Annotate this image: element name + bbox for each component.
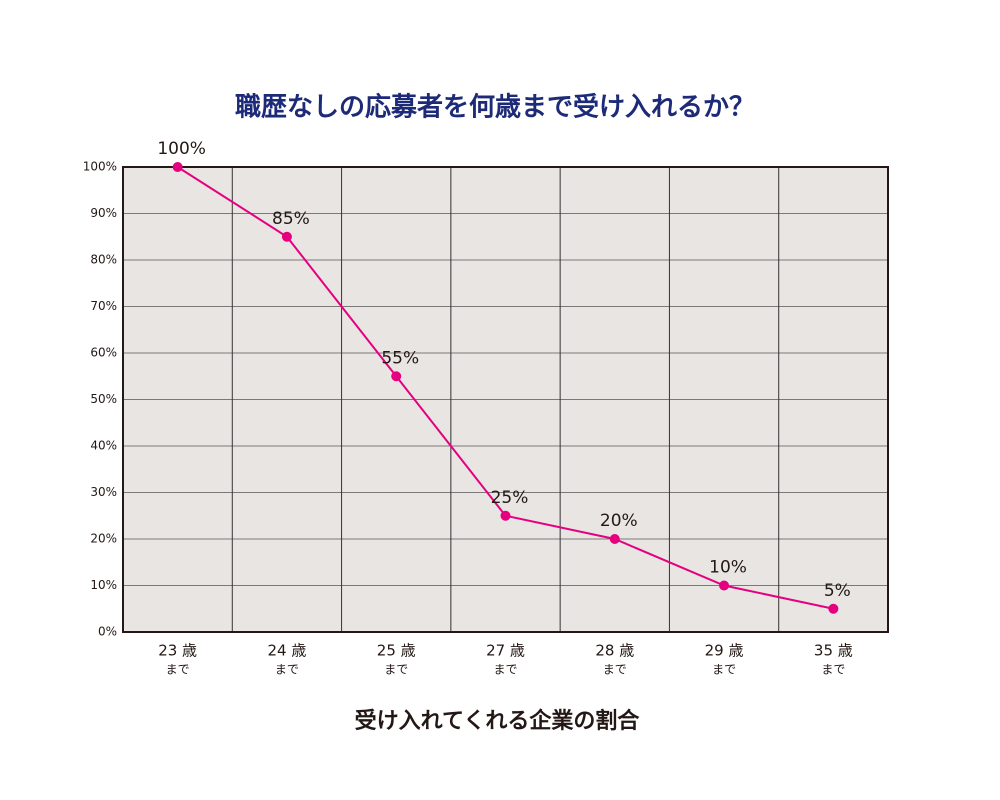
x-tick-label: 28 歳 [595, 642, 634, 660]
data-label: 25% [491, 488, 529, 508]
y-tick-label: 90% [90, 206, 117, 220]
x-tick-label: まで [821, 663, 845, 677]
x-tick-label: 24 歳 [267, 642, 306, 660]
data-label: 5% [824, 581, 851, 601]
x-tick-label: まで [275, 663, 299, 677]
plot-border [122, 166, 889, 633]
y-tick-label: 50% [90, 392, 117, 406]
data-point [281, 231, 292, 242]
y-tick-label: 60% [90, 346, 117, 360]
y-tick-label: 30% [90, 485, 117, 499]
x-tick-label: 25 歳 [377, 642, 416, 660]
x-tick-label: 27 歳 [486, 642, 525, 660]
x-tick-label: 35 歳 [814, 642, 853, 660]
x-tick-label: 29 歳 [705, 642, 744, 660]
x-axis-label: 受け入れてくれる企業の割合 [355, 708, 641, 734]
data-point [609, 534, 620, 544]
data-point [391, 371, 402, 382]
data-label: 55% [381, 348, 419, 368]
y-tick-label: 20% [90, 532, 117, 546]
y-tick-label: 40% [90, 439, 117, 453]
data-label: 20% [600, 511, 638, 531]
x-tick-label: まで [712, 663, 736, 677]
y-tick-label: 10% [90, 578, 117, 592]
y-tick-label: 70% [90, 299, 117, 313]
data-point [828, 603, 839, 614]
x-tick-label: まで [493, 663, 517, 677]
data-point [172, 162, 183, 172]
data-label: 10% [709, 558, 747, 578]
x-tick-label: 23 歳 [158, 642, 197, 660]
x-tick-label: まで [166, 663, 190, 677]
data-point [719, 580, 730, 591]
x-tick-label: まで [384, 663, 408, 677]
data-point [500, 510, 511, 521]
data-label: 85% [272, 209, 310, 229]
y-tick-label: 100% [83, 160, 117, 174]
chart-title: 職歴なしの応募者を何歳まで受け入れるか？ [235, 92, 755, 123]
x-tick-label: まで [603, 663, 627, 677]
y-tick-label: 80% [90, 253, 117, 267]
y-tick-label: 0% [98, 625, 117, 639]
data-label: 100% [157, 139, 206, 159]
